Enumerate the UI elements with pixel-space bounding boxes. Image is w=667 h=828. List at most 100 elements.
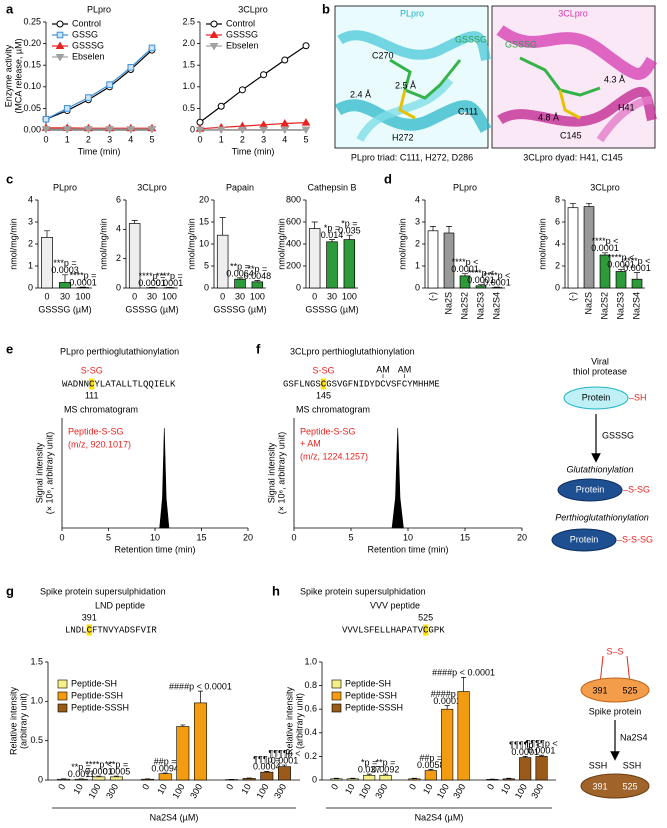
residue-label: 391 xyxy=(592,781,607,791)
significance-label: 0.0092 xyxy=(372,764,400,774)
x-tick-label: 0 xyxy=(132,291,137,301)
marker xyxy=(85,94,92,101)
chart-title: PLpro xyxy=(87,4,111,14)
x-tick-label: (-) xyxy=(427,292,437,301)
error-bar xyxy=(539,754,545,757)
chart-title: Papain xyxy=(226,182,254,192)
marker xyxy=(84,126,93,134)
x-tick-label: 10 xyxy=(403,532,413,542)
marker xyxy=(56,31,64,39)
y-tick-label: 2 xyxy=(555,260,560,270)
significance-label: ****p = xyxy=(70,270,97,280)
legend-swatch xyxy=(331,679,342,689)
bar xyxy=(158,773,172,781)
y-tick-label: 4 xyxy=(28,194,33,204)
legend-label: Control xyxy=(226,18,255,28)
marker xyxy=(41,126,51,134)
y-tick-label: 0.05 xyxy=(23,103,41,113)
significance-label: **p = xyxy=(247,264,267,274)
legend-swatch xyxy=(57,703,68,713)
residue-number: 525 xyxy=(418,612,433,622)
error-bar xyxy=(333,777,339,779)
x-tick-label: 10 xyxy=(499,782,513,796)
legend-label: Peptide-SH xyxy=(71,678,117,688)
significance-label: 0.0001 xyxy=(69,277,97,287)
product-label: –S-S-SG xyxy=(617,534,653,544)
residue-number: 145 xyxy=(316,390,331,400)
residue-highlight xyxy=(86,624,92,636)
peptide-sequence: WADNNCYLATALLTLQQIELK xyxy=(62,379,176,389)
y-tick-label: 10 xyxy=(199,238,209,248)
chromatogram-peak xyxy=(159,427,170,529)
y-tick-label: 3 xyxy=(415,216,420,226)
ligand-stick xyxy=(558,89,581,120)
significance-label: 0.0001 xyxy=(528,746,556,756)
marker xyxy=(209,43,219,51)
panel-label: g xyxy=(6,583,14,598)
x-tick-label: 5 xyxy=(106,532,111,542)
x-tick-label: 10 xyxy=(343,782,357,796)
significance-label: *p = xyxy=(324,223,340,233)
x-tick-label: 2 xyxy=(240,134,245,144)
marker xyxy=(106,81,113,88)
x-tick-label: 10 xyxy=(71,782,85,796)
error-bar xyxy=(346,234,353,240)
x-tick-label: 100 xyxy=(357,782,373,800)
structure-caption: PLpro triad: C111, H272, D286 xyxy=(351,152,473,162)
y-tick-label: 1.5 xyxy=(30,656,43,666)
ribbon xyxy=(337,30,491,61)
y-axis-label: (arbitrary unit) xyxy=(18,693,28,749)
marker xyxy=(260,71,268,79)
significance-label: ****p = xyxy=(156,271,183,281)
significance-label: ****p < xyxy=(452,257,479,267)
y-tick-label: 1 xyxy=(415,260,420,270)
peptide-note: + AM xyxy=(300,438,321,448)
y-axis-label: (MCA release, µM) xyxy=(13,38,23,113)
protein-label: Protein xyxy=(582,392,611,402)
bar xyxy=(346,778,359,781)
error-bar xyxy=(237,277,243,280)
y-axis-label: Signal intensity xyxy=(34,442,44,503)
residue-highlight xyxy=(89,378,95,390)
y-tick-label: 0 xyxy=(312,774,317,784)
marker xyxy=(259,126,268,135)
bar xyxy=(408,778,421,781)
marker xyxy=(238,126,247,135)
x-tick-label: 100 xyxy=(254,782,270,800)
legend-label: Control xyxy=(72,18,101,28)
step-label: Perthioglutathionylation xyxy=(555,512,649,522)
residue-label: C111 xyxy=(458,106,478,116)
bar xyxy=(41,237,53,289)
peptide-sequence: LNDLCFTNVYADSFVIR xyxy=(65,625,157,635)
error-bar xyxy=(62,274,68,283)
marker xyxy=(62,126,72,134)
y-axis-label: nmol/mg/min xyxy=(98,218,108,270)
marker xyxy=(301,118,311,126)
x-tick-label: 100 xyxy=(513,782,529,800)
x-tick-label: 0 xyxy=(56,782,67,791)
x-tick-label: 300 xyxy=(529,782,545,800)
legend-label: Peptide-SSSH xyxy=(345,702,403,712)
x-tick-label: 0 xyxy=(140,782,151,791)
significance-label: ¶¶¶¶p < xyxy=(509,740,541,750)
x-tick-label: 10 xyxy=(421,782,435,796)
panel-label: a xyxy=(6,1,14,16)
bar xyxy=(379,774,392,781)
modification-label: S-SG xyxy=(312,365,334,375)
y-tick-label: 0.25 xyxy=(23,16,41,26)
distance-label: 4.3 Å xyxy=(604,74,625,84)
bar xyxy=(176,726,190,781)
marker xyxy=(302,42,310,50)
marker xyxy=(42,115,50,123)
x-tick-label: 5 xyxy=(303,134,308,144)
y-tick-label: 2.5 xyxy=(182,16,195,26)
x-tick-label: 15 xyxy=(196,532,206,542)
significance-label: ¶¶¶¶p < xyxy=(268,748,300,758)
significance-label: 0.0094 xyxy=(151,763,179,773)
x-tick-label: 10 xyxy=(155,782,169,796)
distance-label: 4.8 Å xyxy=(538,112,559,122)
error-bar xyxy=(197,690,203,703)
marker xyxy=(55,41,65,49)
ligand-stick xyxy=(398,89,416,120)
